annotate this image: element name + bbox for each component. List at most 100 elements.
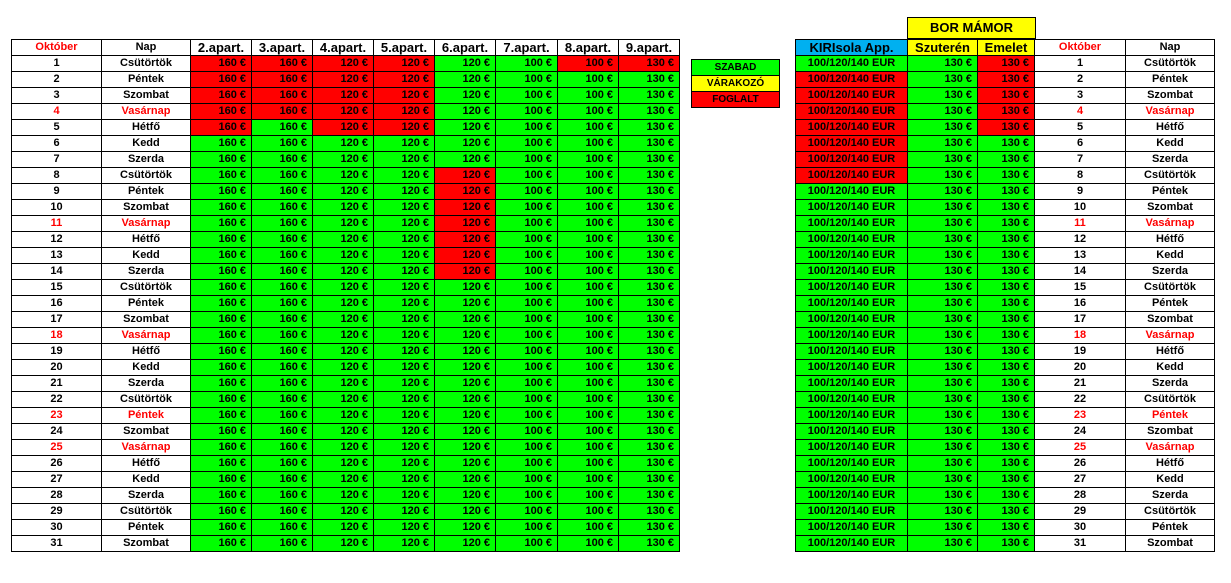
day-name: Szombat [101, 199, 191, 216]
apartment-6-price: 120 € [434, 407, 496, 424]
apartment-3-price: 160 € [251, 423, 313, 440]
day-number: 30 [11, 519, 102, 536]
szuteren-price: 130 € [907, 439, 978, 456]
szuteren-price: 130 € [907, 423, 978, 440]
apartment-2-price: 160 € [190, 199, 252, 216]
day-name: Kedd [1125, 247, 1215, 264]
apartment-6-price: 120 € [434, 151, 496, 168]
szuteren-price: 130 € [907, 455, 978, 472]
table-row: 100/120/140 EUR 130 €130 € [795, 71, 1035, 88]
apartment-2-price: 160 € [190, 231, 252, 248]
day-name: Hétfő [1125, 343, 1215, 360]
apartment-5-price: 120 € [373, 295, 435, 312]
szuteren-price: 130 € [907, 519, 978, 536]
table-row: 100/120/140 EUR 130 €130 € [795, 231, 1035, 248]
day-name: Csütörtök [1125, 279, 1215, 296]
day-name: Hétfő [1125, 231, 1215, 248]
kirisola-price: 100/120/140 EUR [795, 199, 908, 216]
kirisola-price: 100/120/140 EUR [795, 503, 908, 520]
emelet-price: 130 € [977, 503, 1035, 520]
right-header-row: KIRIsola App. Szuterén Emelet [795, 39, 1035, 56]
day-number: 3 [11, 87, 102, 104]
szuteren-header: Szuterén [907, 39, 978, 56]
table-row: 18 Vasárnap 160 €160 €120 €120 €120 €100 €… [11, 327, 680, 344]
emelet-price: 130 € [977, 295, 1035, 312]
apartment-7-price: 100 € [495, 519, 558, 536]
apartment-9-price: 130 € [618, 87, 680, 104]
day-number: 14 [11, 263, 102, 280]
emelet-price: 130 € [977, 215, 1035, 232]
apartment-2-price: 160 € [190, 71, 252, 88]
emelet-price: 130 € [977, 71, 1035, 88]
apartment-8-price: 100 € [557, 439, 619, 456]
table-row: 100/120/140 EUR 130 €130 € [795, 455, 1035, 472]
table-row: 8 Csütörtök [1034, 167, 1215, 184]
day-name: Kedd [1125, 359, 1215, 376]
apartment-2-price: 160 € [190, 167, 252, 184]
emelet-price: 130 € [977, 103, 1035, 120]
apartment-5-price: 120 € [373, 87, 435, 104]
table-row: 11 Vasárnap [1034, 215, 1215, 232]
emelet-price: 130 € [977, 407, 1035, 424]
apartment-4-price: 120 € [312, 535, 374, 552]
apartment-3-price: 160 € [251, 135, 313, 152]
day-number: 11 [1034, 215, 1126, 232]
table-row: 20 Kedd 160 €160 €120 €120 €120 €100 €100 … [11, 359, 680, 376]
kirisola-price: 100/120/140 EUR [795, 55, 908, 72]
day-number: 21 [1034, 375, 1126, 392]
table-row: 16 Péntek 160 €160 €120 €120 €120 €100 €10… [11, 295, 680, 312]
szuteren-price: 130 € [907, 391, 978, 408]
day-number: 15 [1034, 279, 1126, 296]
apartment-8-price: 100 € [557, 471, 619, 488]
apartment-7-price: 100 € [495, 375, 558, 392]
table-row: 100/120/140 EUR 130 €130 € [795, 183, 1035, 200]
table-row: 31 Szombat 160 €160 €120 €120 €120 €100 €1… [11, 535, 680, 552]
day-number: 16 [11, 295, 102, 312]
day-name: Péntek [101, 183, 191, 200]
day-name: Kedd [1125, 135, 1215, 152]
day-name: Csütörtök [1125, 55, 1215, 72]
szuteren-price: 130 € [907, 215, 978, 232]
szuteren-price: 130 € [907, 487, 978, 504]
szuteren-price: 130 € [907, 199, 978, 216]
apartment-6-price: 120 € [434, 103, 496, 120]
szuteren-price: 130 € [907, 407, 978, 424]
apartment-6-price: 120 € [434, 375, 496, 392]
apartment-9-price: 130 € [618, 215, 680, 232]
day-name: Kedd [101, 247, 191, 264]
apartment-9-price: 130 € [618, 359, 680, 376]
apartment-7-price: 100 € [495, 55, 558, 72]
day-name: Kedd [1125, 471, 1215, 488]
emelet-price: 130 € [977, 423, 1035, 440]
day-name: Vasárnap [1125, 439, 1215, 456]
apartment-8-price: 100 € [557, 279, 619, 296]
apartment-8-price: 100 € [557, 343, 619, 360]
apartment-6-price: 120 € [434, 471, 496, 488]
table-row: 15 Csütörtök 160 €160 €120 €120 €120 €100 … [11, 279, 680, 296]
apartment-9-price: 130 € [618, 167, 680, 184]
day-name: Csütörtök [101, 279, 191, 296]
day-number: 8 [11, 167, 102, 184]
day-name: Vasárnap [1125, 215, 1215, 232]
day-name: Vasárnap [1125, 327, 1215, 344]
apartment-9-price: 130 € [618, 343, 680, 360]
day-name: Szombat [101, 311, 191, 328]
apartment-7-price: 100 € [495, 199, 558, 216]
table-row: 19 Hétfő 160 €160 €120 €120 €120 €100 €100… [11, 343, 680, 360]
apartment-6-price: 120 € [434, 423, 496, 440]
day-number: 5 [11, 119, 102, 136]
day-name: Hétfő [101, 455, 191, 472]
table-row: 23 Péntek [1034, 407, 1215, 424]
apartment-7-price: 100 € [495, 423, 558, 440]
day-name: Csütörtök [101, 167, 191, 184]
table-row: 100/120/140 EUR 130 €130 € [795, 295, 1035, 312]
szuteren-price: 130 € [907, 343, 978, 360]
day-number: 24 [1034, 423, 1126, 440]
month-header: Október [11, 39, 102, 56]
apartment-9-price: 130 € [618, 71, 680, 88]
day-name: Vasárnap [101, 327, 191, 344]
apartment-7-price: 100 € [495, 311, 558, 328]
apartment-2-price: 160 € [190, 471, 252, 488]
apartment-8-price: 100 € [557, 535, 619, 552]
apartment-4-price: 120 € [312, 103, 374, 120]
